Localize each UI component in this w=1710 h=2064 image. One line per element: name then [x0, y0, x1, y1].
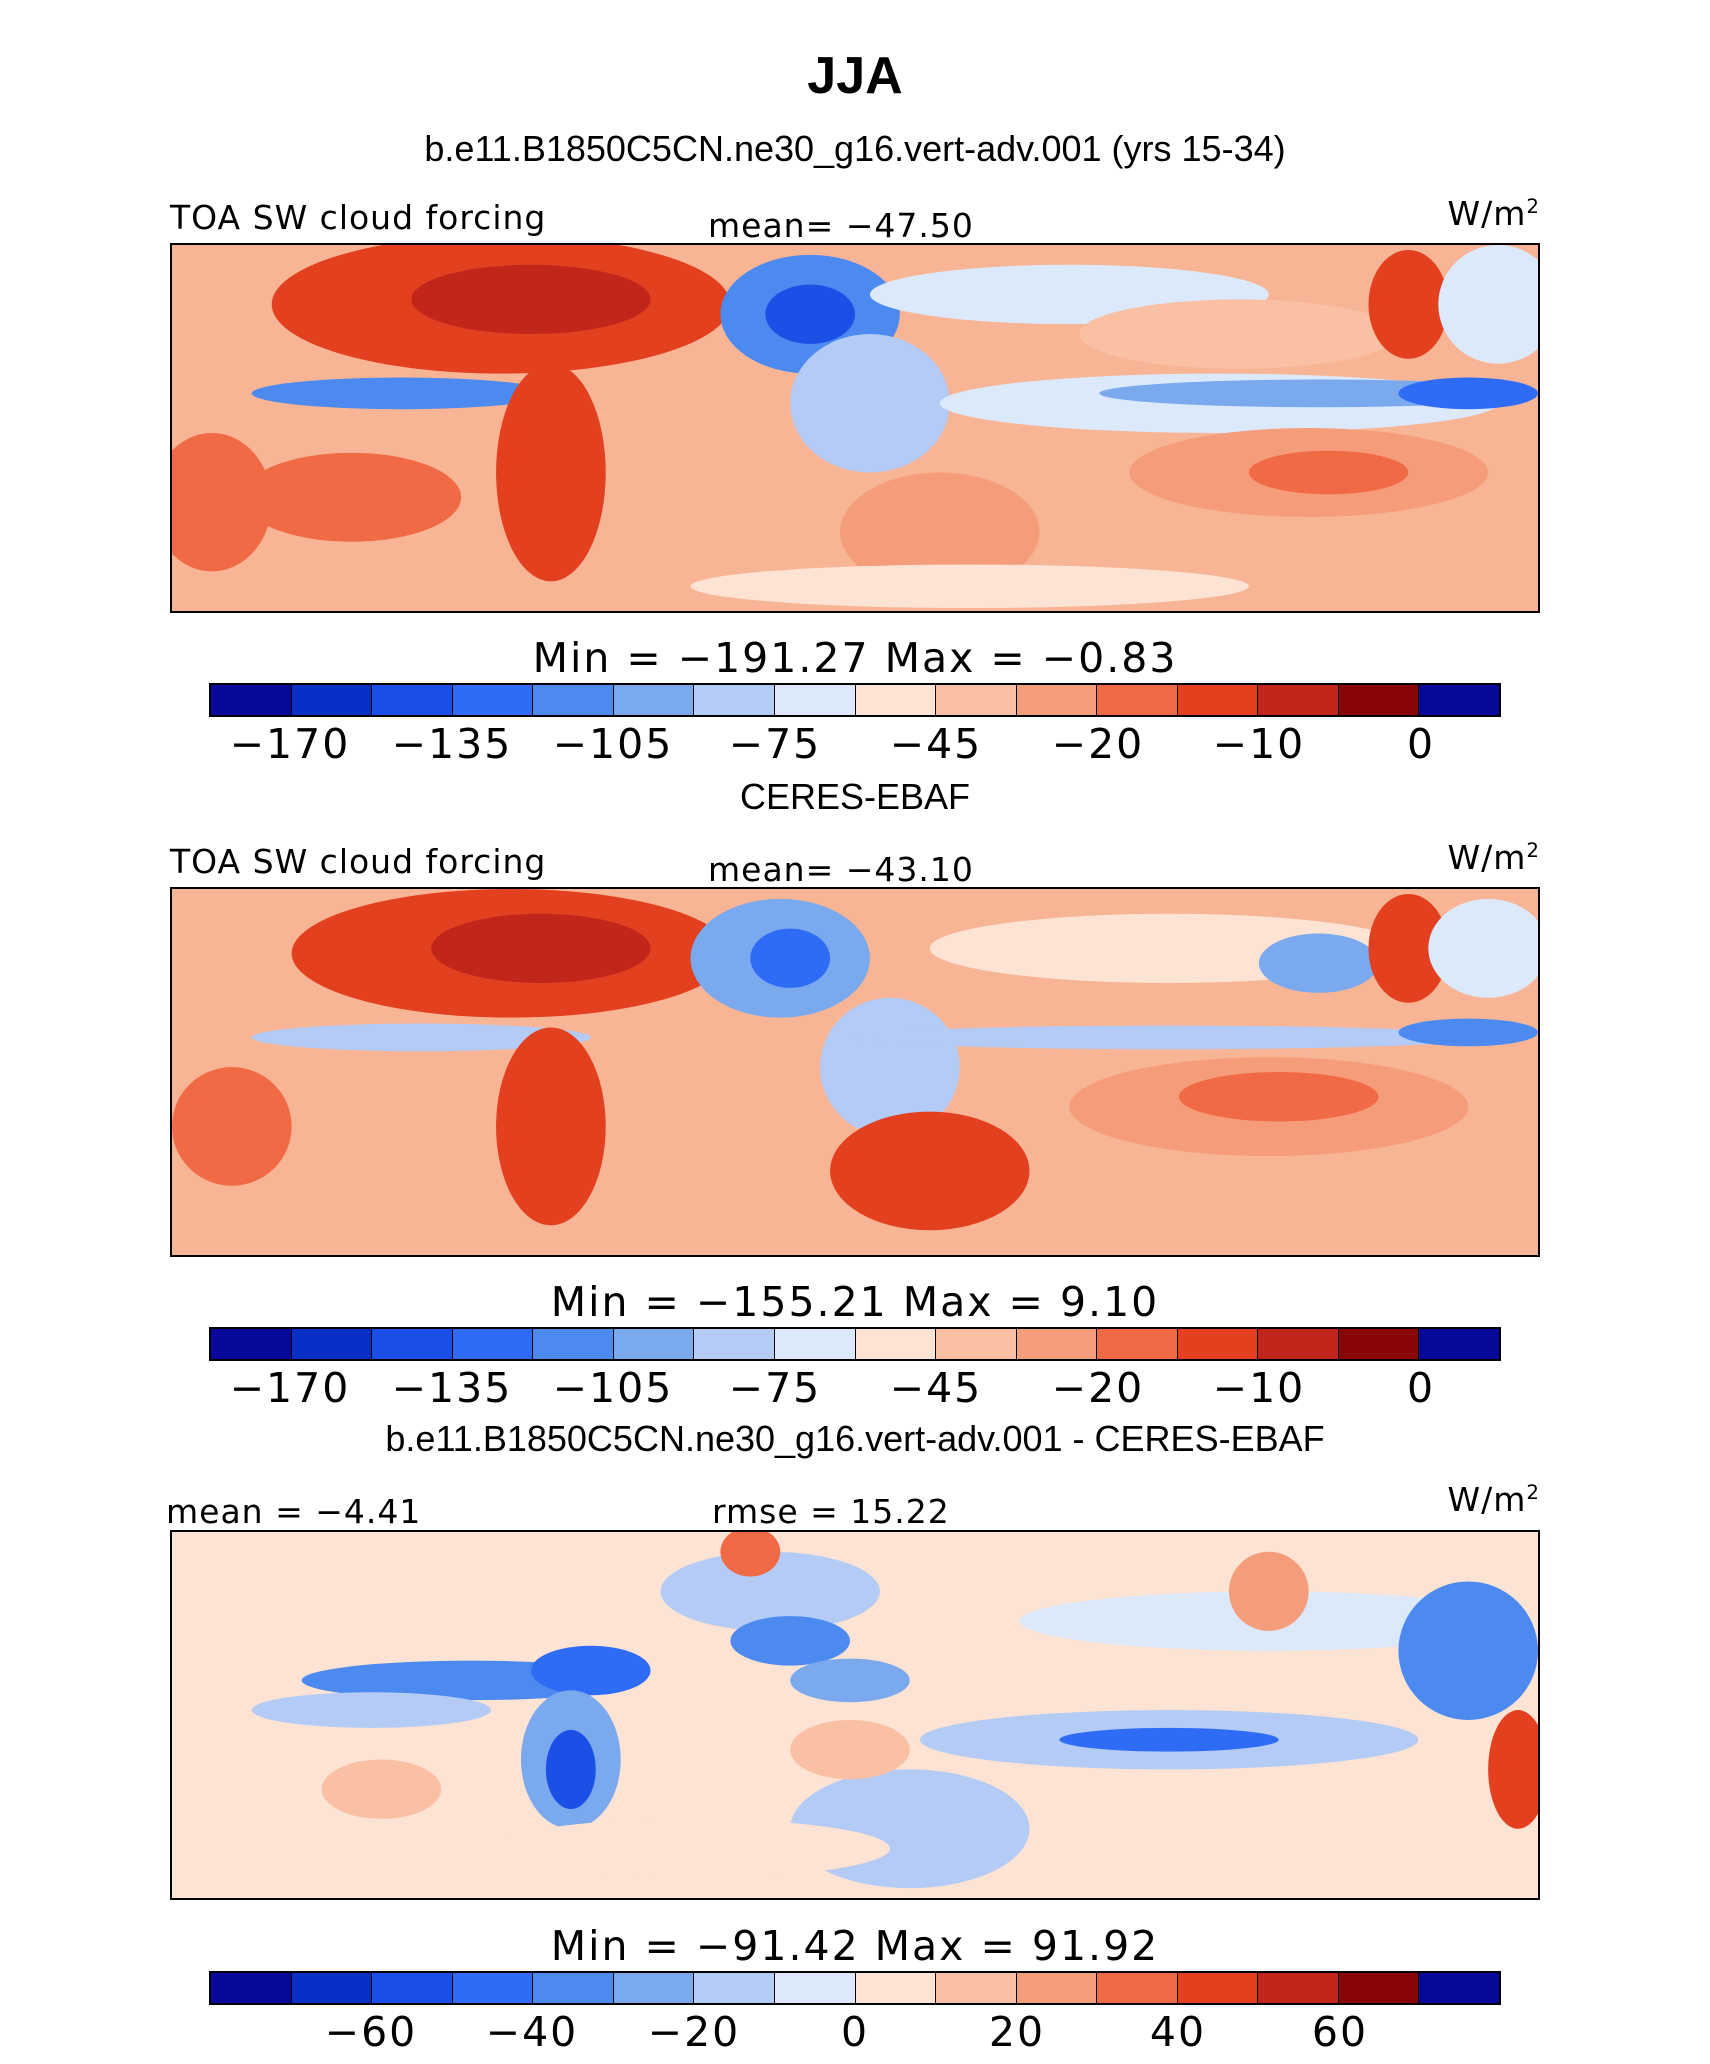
colorbar-box	[1016, 685, 1098, 715]
panel-1-tick: −20	[1051, 720, 1145, 768]
panel-1-mean-label: mean= −47.50	[708, 206, 974, 245]
panel-2-colorbar	[209, 1327, 1501, 1361]
colorbar-box	[1177, 1329, 1259, 1359]
panel-1-tick: −10	[1212, 720, 1306, 768]
colorbar-box	[1258, 685, 1339, 715]
colorbar-box	[1419, 685, 1499, 715]
colorbar-box	[1097, 685, 1178, 715]
colorbar-box	[1258, 1973, 1339, 2003]
colorbar-box	[211, 685, 292, 715]
panel-3-title: b.e11.B1850C5CN.ne30_g16.vert-adv.001 - …	[385, 1418, 1325, 1459]
panel-3-tick: −60	[324, 2008, 418, 2056]
colorbar-box	[533, 1329, 614, 1359]
panel-1-map	[170, 243, 1540, 613]
colorbar-box	[1338, 1973, 1420, 2003]
panel-3-mean-label: mean = −4.41	[166, 1492, 422, 1531]
panel-3-tick: −20	[647, 2008, 741, 2056]
colorbar-box	[452, 1329, 534, 1359]
panel-2-tick: −75	[728, 1364, 822, 1412]
panel-3-colorbar	[209, 1971, 1501, 2005]
panel-1-variable-label: TOA SW cloud forcing	[170, 198, 547, 237]
colorbar-box	[613, 1973, 695, 2003]
panel-2-tick: −45	[889, 1364, 983, 1412]
colorbar-box	[291, 1973, 373, 2003]
colorbar-box	[452, 685, 534, 715]
colorbar-box	[1177, 1973, 1259, 2003]
colorbar-box	[1097, 1973, 1178, 2003]
panel-1-tick: −135	[391, 720, 513, 768]
panel-3-tick: 20	[988, 2008, 1046, 2056]
colorbar-box	[694, 685, 775, 715]
colorbar-box	[1419, 1973, 1499, 2003]
panel-2-min-max: Min = −155.21 Max = 9.10	[550, 1278, 1160, 1326]
panel-1-tick: 0	[1406, 720, 1436, 768]
colorbar-box	[211, 1973, 292, 2003]
colorbar-box	[774, 1329, 856, 1359]
colorbar-box	[613, 685, 695, 715]
colorbar-box	[372, 685, 453, 715]
colorbar-box	[774, 1973, 856, 2003]
colorbar-box	[452, 1973, 534, 2003]
panel-3-min-max: Min = −91.42 Max = 91.92	[550, 1922, 1160, 1970]
panel-2-tick: −20	[1051, 1364, 1145, 1412]
panel-3-tick: 0	[840, 2008, 870, 2056]
colorbar-box	[291, 1329, 373, 1359]
panel-3-units: W/m2	[1447, 1480, 1540, 1519]
colorbar-box	[1097, 1329, 1178, 1359]
colorbar-box	[1338, 1329, 1420, 1359]
panel-2-map	[170, 887, 1540, 1257]
colorbar-box	[936, 685, 1017, 715]
colorbar-box	[855, 1329, 937, 1359]
colorbar-box	[774, 685, 856, 715]
panel-3-map	[170, 1530, 1540, 1900]
panel-1-title: b.e11.B1850C5CN.ne30_g16.vert-adv.001 (y…	[424, 128, 1286, 169]
colorbar-box	[936, 1329, 1017, 1359]
panel-2-units: W/m2	[1447, 838, 1540, 877]
figure-title: JJA	[807, 47, 903, 105]
panel-3-tick: 40	[1149, 2008, 1207, 2056]
colorbar-box	[694, 1329, 775, 1359]
colorbar-box	[613, 1329, 695, 1359]
colorbar-box	[936, 1973, 1017, 2003]
colorbar-box	[372, 1973, 453, 2003]
colorbar-box	[855, 685, 937, 715]
colorbar-box	[1016, 1329, 1098, 1359]
panel-2-tick: −135	[391, 1364, 513, 1412]
panel-1-colorbar	[209, 683, 1501, 717]
panel-1-tick: −45	[889, 720, 983, 768]
colorbar-box	[211, 1329, 292, 1359]
colorbar-box	[533, 685, 614, 715]
panel-3-rmse-label: rmse = 15.22	[712, 1492, 950, 1531]
colorbar-box	[1016, 1973, 1098, 2003]
colorbar-box	[291, 685, 373, 715]
colorbar-box	[1338, 685, 1420, 715]
panel-1-min-max: Min = −191.27 Max = −0.83	[532, 634, 1178, 682]
panel-2-mean-label: mean= −43.10	[708, 850, 974, 889]
panel-2-tick: 0	[1406, 1364, 1436, 1412]
colorbar-box	[1419, 1329, 1499, 1359]
colorbar-box	[855, 1973, 937, 2003]
colorbar-box	[1258, 1329, 1339, 1359]
colorbar-box	[372, 1329, 453, 1359]
panel-1-units: W/m2	[1447, 194, 1540, 233]
panel-2-tick: −10	[1212, 1364, 1306, 1412]
panel-2-variable-label: TOA SW cloud forcing	[170, 842, 547, 881]
panel-2-tick: −105	[552, 1364, 674, 1412]
panel-2-tick: −170	[229, 1364, 351, 1412]
colorbar-box	[694, 1973, 775, 2003]
colorbar-box	[533, 1973, 614, 2003]
panel-1-tick: −170	[229, 720, 351, 768]
panel-1-tick: −105	[552, 720, 674, 768]
colorbar-box	[1177, 685, 1259, 715]
panel-2-title: CERES-EBAF	[739, 776, 971, 817]
panel-1-tick: −75	[728, 720, 822, 768]
panel-3-tick: −40	[485, 2008, 579, 2056]
panel-3-tick: 60	[1311, 2008, 1369, 2056]
